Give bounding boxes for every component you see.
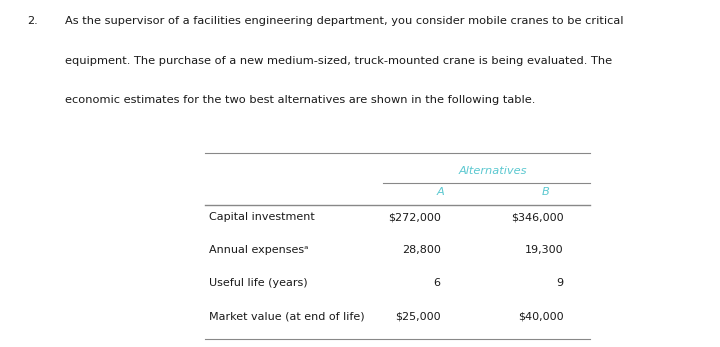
- Text: economic estimates for the two best alternatives are shown in the following tabl: economic estimates for the two best alte…: [65, 95, 535, 105]
- Text: 28,800: 28,800: [402, 245, 441, 255]
- Text: A: A: [437, 187, 444, 197]
- Text: Alternatives: Alternatives: [459, 166, 528, 176]
- Text: As the supervisor of a facilities engineering department, you consider mobile cr: As the supervisor of a facilities engine…: [65, 16, 624, 26]
- Text: B: B: [542, 187, 549, 197]
- Text: Market value (at end of life): Market value (at end of life): [209, 311, 364, 321]
- Text: $272,000: $272,000: [388, 212, 441, 222]
- Text: 9: 9: [557, 278, 564, 288]
- Text: Annual expensesᵃ: Annual expensesᵃ: [209, 245, 308, 255]
- Text: $40,000: $40,000: [518, 311, 564, 321]
- Text: equipment. The purchase of a new medium-sized, truck-mounted crane is being eval: equipment. The purchase of a new medium-…: [65, 56, 612, 66]
- Text: Capital investment: Capital investment: [209, 212, 315, 222]
- Text: 6: 6: [433, 278, 441, 288]
- Text: 2.: 2.: [27, 16, 38, 26]
- Text: $346,000: $346,000: [511, 212, 564, 222]
- Text: 19,300: 19,300: [525, 245, 564, 255]
- Text: Useful life (years): Useful life (years): [209, 278, 307, 288]
- Text: $25,000: $25,000: [395, 311, 441, 321]
